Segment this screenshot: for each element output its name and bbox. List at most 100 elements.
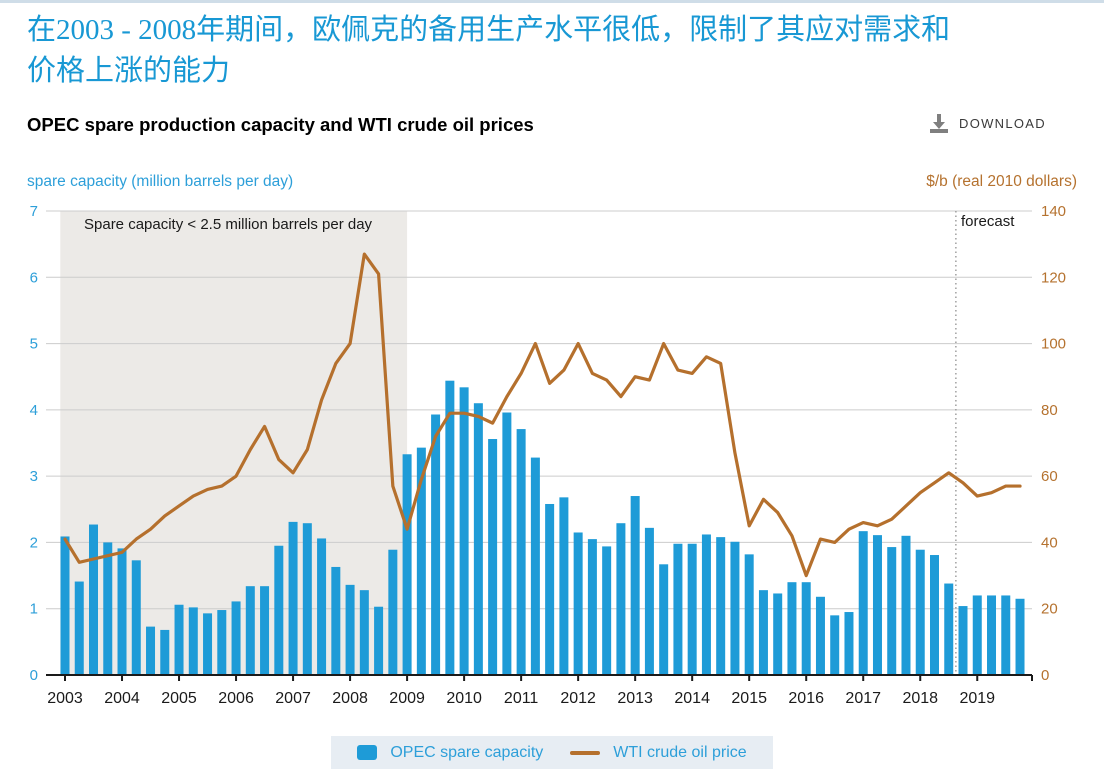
x-axis-label: 2015 (731, 690, 767, 707)
spare-capacity-bar (388, 549, 398, 675)
spare-capacity-bar (146, 626, 156, 675)
spare-capacity-bar (260, 586, 270, 675)
download-label: DOWNLOAD (959, 115, 1046, 131)
spare-capacity-bar (929, 555, 939, 675)
x-axis-label: 2007 (275, 690, 311, 707)
right-axis-tick-label: 140 (1041, 203, 1066, 220)
spare-capacity-bar (60, 536, 70, 675)
left-axis-tick-label: 3 (30, 468, 38, 485)
page-title-line2: 价格上涨的能力 (27, 55, 231, 87)
spare-capacity-bar (103, 542, 113, 675)
spare-capacity-bar (345, 584, 355, 675)
spare-capacity-bar (587, 539, 597, 675)
download-icon (928, 112, 950, 134)
spare-capacity-bar (573, 532, 583, 675)
spare-capacity-bar (217, 610, 227, 675)
legend-bar-swatch (357, 745, 378, 760)
spare-capacity-bar (987, 595, 997, 675)
spare-capacity-bar (758, 590, 768, 675)
x-axis-label: 2014 (674, 690, 710, 707)
chart-title: OPEC spare production capacity and WTI c… (27, 114, 534, 135)
spare-capacity-bar (872, 535, 882, 675)
spare-capacity-bar (773, 593, 783, 675)
spare-capacity-bar (416, 447, 426, 675)
spare-capacity-bar (317, 538, 327, 675)
spare-capacity-bar (630, 496, 640, 675)
x-axis-label: 2008 (332, 690, 368, 707)
chart-canvas: 2003 2004 2005 2006 2007 2008 2009 2010 2011 2012… (30, 203, 1066, 707)
spare-capacity-bar (288, 521, 298, 675)
spare-capacity-bar (944, 583, 954, 675)
spare-capacity-bar (602, 546, 612, 675)
spare-capacity-bar (359, 590, 369, 675)
spare-capacity-bar (203, 613, 213, 675)
x-axis-label: 2003 (47, 690, 83, 707)
spare-capacity-bar (830, 615, 840, 675)
right-axis-tick-label: 0 (1041, 667, 1049, 684)
spare-capacity-bar (374, 606, 384, 675)
spare-capacity-bar (331, 566, 341, 675)
left-axis-tick-label: 4 (30, 402, 38, 419)
spare-capacity-bar (559, 497, 569, 675)
spare-capacity-bar (131, 560, 141, 675)
wti-price-line (63, 252, 1022, 578)
legend-bar-label: OPEC spare capacity (390, 743, 544, 761)
spare-capacity-bar (231, 601, 241, 675)
spare-capacity-bar (644, 527, 654, 675)
shaded-region-annotation: Spare capacity < 2.5 million barrels per… (84, 216, 373, 233)
spare-capacity-bar (402, 454, 412, 675)
left-axis-tick-label: 5 (30, 336, 38, 353)
spare-capacity-bar (972, 595, 982, 675)
spare-capacity-bar (844, 612, 854, 675)
x-axis-label: 2005 (161, 690, 197, 707)
spare-capacity-bar (445, 380, 455, 675)
spare-capacity-bar (516, 429, 526, 675)
spare-capacity-bar (188, 607, 198, 675)
spare-capacity-bar (74, 581, 84, 675)
spare-capacity-bar (117, 548, 127, 675)
x-axis-label: 2010 (446, 690, 482, 707)
right-axis-tick-label: 100 (1041, 336, 1066, 353)
page-title-line1: 在2003 - 2008年期间，欧佩克的备用生产水平很低，限制了其应对需求和 (27, 14, 951, 46)
x-axis-label: 2011 (504, 690, 539, 707)
right-axis-tick-label: 60 (1041, 468, 1058, 485)
spare-capacity-bar (1015, 598, 1025, 675)
spare-capacity-bar (858, 531, 868, 675)
spare-capacity-bar (887, 547, 897, 675)
x-axis-label: 2006 (218, 690, 254, 707)
left-axis-tick-label: 7 (30, 203, 38, 220)
spare-capacity-bar (744, 554, 754, 675)
spare-capacity-bar (716, 537, 726, 675)
right-axis-tick-label: 40 (1041, 534, 1058, 551)
spare-capacity-bar (687, 543, 697, 675)
spare-capacity-bar (801, 582, 811, 675)
left-axis-tick-label: 6 (30, 269, 38, 286)
chart-legend: OPEC spare capacity WTI crude oil price (331, 736, 773, 769)
legend-line-label: WTI crude oil price (613, 743, 747, 761)
right-axis-tick-label: 80 (1041, 402, 1058, 419)
left-axis-tick-label: 2 (30, 534, 38, 551)
spare-capacity-bar (616, 523, 626, 675)
spare-capacity-bar (545, 503, 555, 675)
spare-capacity-bar (174, 604, 184, 675)
spare-capacity-bar (1001, 595, 1011, 675)
spare-capacity-bar (488, 439, 498, 675)
spare-capacity-bar (659, 564, 669, 675)
spare-capacity-bar (901, 535, 911, 675)
page-top-border (0, 0, 1104, 3)
download-button[interactable]: DOWNLOAD (928, 112, 1046, 134)
spare-capacity-bar (815, 596, 825, 675)
page-title: 在2003 - 2008年期间，欧佩克的备用生产水平很低，限制了其应对需求和 价… (27, 10, 1089, 92)
forecast-label: forecast (961, 213, 1015, 230)
x-axis-label: 2009 (389, 690, 425, 707)
right-axis-tick-label: 20 (1041, 601, 1058, 618)
right-axis-title: $/b (real 2010 dollars) (926, 173, 1077, 190)
spare-capacity-bar (274, 545, 284, 675)
x-axis-label: 2012 (560, 690, 596, 707)
x-axis-label: 2004 (104, 690, 140, 707)
x-axis-label: 2019 (959, 690, 995, 707)
spare-capacity-bar (502, 412, 512, 675)
spare-capacity-bar (302, 523, 312, 675)
spare-capacity-bar (915, 549, 925, 675)
x-axis-label: 2017 (845, 690, 881, 707)
